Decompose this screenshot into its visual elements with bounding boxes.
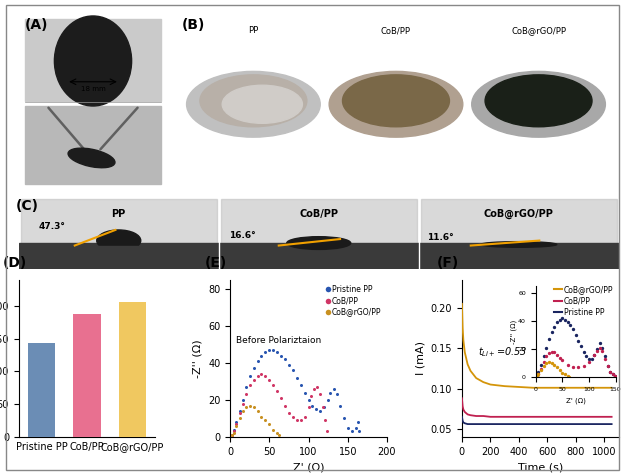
Text: Before Polariztaion: Before Polariztaion — [236, 335, 322, 344]
Bar — [219, 250, 419, 255]
Ellipse shape — [472, 71, 606, 137]
Ellipse shape — [68, 148, 115, 168]
Text: (F): (F) — [437, 256, 459, 270]
Ellipse shape — [97, 230, 141, 251]
Bar — [219, 243, 419, 251]
Text: (D): (D) — [2, 256, 27, 270]
Text: 47.3°: 47.3° — [39, 222, 66, 231]
Text: CoB/PP: CoB/PP — [299, 209, 338, 218]
Y-axis label: -Z'' (Ω): -Z'' (Ω) — [192, 339, 202, 378]
Bar — [19, 246, 219, 269]
Ellipse shape — [481, 242, 557, 247]
Ellipse shape — [329, 71, 462, 137]
Bar — [19, 250, 219, 255]
Bar — [25, 106, 161, 184]
Bar — [28, 343, 55, 437]
Legend: CoB@rGO/PP, CoB/PP, Pristine PP: CoB@rGO/PP, CoB/PP, Pristine PP — [552, 284, 615, 318]
Ellipse shape — [222, 85, 302, 124]
Bar — [421, 199, 617, 269]
Bar — [119, 302, 146, 437]
Legend: Pristine PP, CoB/PP, CoB@rGO/PP: Pristine PP, CoB/PP, CoB@rGO/PP — [324, 284, 383, 318]
Text: (E): (E) — [205, 256, 228, 270]
Bar — [419, 250, 619, 255]
Bar — [221, 199, 417, 269]
Bar — [73, 314, 101, 437]
Text: CoB/PP: CoB/PP — [381, 27, 411, 35]
Bar — [219, 246, 419, 269]
Text: 11.6°: 11.6° — [427, 233, 453, 242]
Bar — [419, 243, 619, 251]
Bar — [419, 246, 619, 269]
Ellipse shape — [485, 75, 592, 127]
Text: PP: PP — [248, 27, 259, 35]
Text: CoB@rGO/PP: CoB@rGO/PP — [484, 209, 554, 219]
Circle shape — [54, 16, 132, 106]
Bar — [19, 243, 219, 251]
Text: t$_{Li+}$=0.53: t$_{Li+}$=0.53 — [478, 345, 527, 359]
Y-axis label: I (mA): I (mA) — [415, 342, 425, 375]
Text: (A): (A) — [25, 18, 48, 32]
X-axis label: Time (s): Time (s) — [518, 462, 563, 472]
Bar — [25, 19, 161, 101]
Text: PP: PP — [112, 209, 126, 218]
Ellipse shape — [287, 237, 351, 249]
Ellipse shape — [342, 75, 449, 127]
Bar — [89, 246, 149, 269]
Text: (B): (B) — [182, 18, 206, 32]
Ellipse shape — [200, 75, 307, 127]
Bar — [21, 199, 217, 269]
Text: 16.6°: 16.6° — [229, 231, 256, 240]
X-axis label: Z' (Ω): Z' (Ω) — [292, 462, 324, 472]
Text: (C): (C) — [16, 200, 39, 213]
Ellipse shape — [187, 71, 320, 137]
Text: 18 mm: 18 mm — [81, 86, 106, 92]
Text: CoB@rGO/PP: CoB@rGO/PP — [511, 27, 566, 35]
